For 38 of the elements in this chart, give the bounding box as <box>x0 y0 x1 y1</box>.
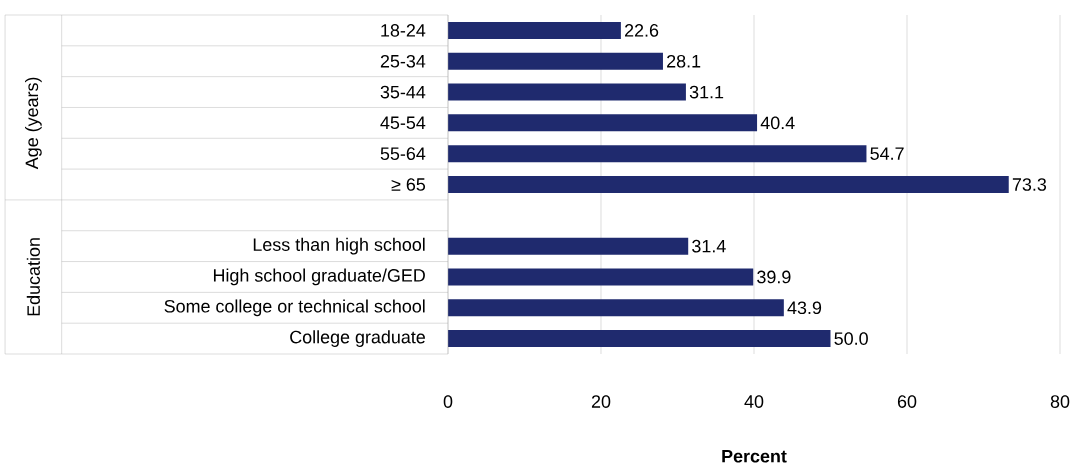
x-tick-label: 40 <box>744 395 764 409</box>
x-tick-label: 80 <box>1050 395 1070 409</box>
data-label: 43.9 <box>787 301 822 315</box>
y-tick-label: High school graduate/GED <box>213 268 425 286</box>
y-tick-label: 18-24 <box>381 24 426 37</box>
bar <box>448 52 663 70</box>
x-axis-title: Percent <box>722 450 787 463</box>
bar <box>448 330 831 348</box>
y-tick-label: Some college or technical school <box>164 299 425 317</box>
data-label: 31.1 <box>689 85 724 99</box>
data-label: 22.6 <box>625 24 659 37</box>
data-label: 40.4 <box>760 116 795 130</box>
y-tick-label: College graduate <box>290 330 425 348</box>
x-tick-label: 0 <box>443 395 453 409</box>
data-label: 50.0 <box>834 332 868 346</box>
text: Education <box>26 238 40 316</box>
data-label: 73.3 <box>1012 178 1047 192</box>
y-tick-label: 35-44 <box>380 85 426 99</box>
y-tick-label: 25-34 <box>380 55 426 68</box>
y-tick-label: 45-54 <box>380 116 426 130</box>
bar <box>448 237 689 255</box>
bar <box>448 22 621 40</box>
bar <box>448 114 758 132</box>
bar <box>448 176 1009 194</box>
y-tick-label: 55-64 <box>380 147 426 161</box>
y-tick-label: Less than high school <box>253 238 425 255</box>
x-tick-label: 60 <box>897 395 917 409</box>
data-label: 54.7 <box>870 147 904 161</box>
text: Age (years) <box>25 77 42 170</box>
bar <box>448 268 754 286</box>
data-label: 28.1 <box>667 55 701 68</box>
x-tick-label: 20 <box>591 395 611 409</box>
bar <box>448 299 784 317</box>
y-tick-label: ≥ 65 <box>391 178 426 192</box>
bar <box>448 83 686 101</box>
data-label: 39.9 <box>757 270 791 284</box>
data-label: 31.4 <box>692 240 726 253</box>
bar <box>448 145 867 163</box>
